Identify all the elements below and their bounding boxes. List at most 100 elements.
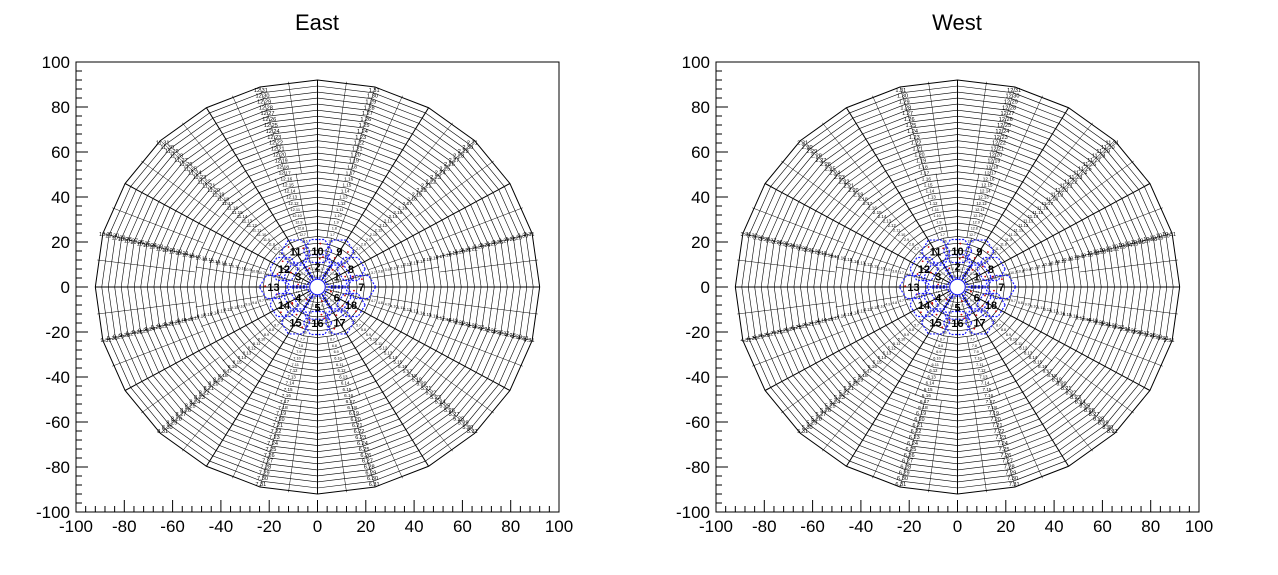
radial-line bbox=[297, 419, 299, 426]
radial-line bbox=[936, 233, 940, 240]
cell-label: 3.24 bbox=[784, 243, 795, 249]
radial-line bbox=[976, 387, 979, 395]
radial-line bbox=[336, 141, 339, 149]
radial-line bbox=[892, 427, 896, 434]
radial-line bbox=[876, 273, 884, 276]
radial-line bbox=[248, 176, 253, 183]
radial-line bbox=[997, 139, 1001, 146]
radial-line bbox=[1013, 481, 1016, 488]
radial-line bbox=[181, 270, 189, 272]
cell-label: 12.23 bbox=[267, 135, 281, 141]
x-tick-label: -60 bbox=[800, 517, 825, 536]
radial-line bbox=[1096, 340, 1103, 344]
radial-line bbox=[872, 348, 879, 354]
radial-line bbox=[453, 269, 461, 271]
radial-line bbox=[299, 407, 301, 414]
radial-line bbox=[404, 368, 410, 374]
radial-line bbox=[919, 342, 924, 349]
radial-line bbox=[976, 179, 979, 187]
radial-line bbox=[979, 123, 981, 130]
radial-line bbox=[220, 317, 227, 321]
radial-line bbox=[1052, 232, 1059, 237]
radial-line bbox=[860, 317, 867, 321]
radial-line bbox=[177, 383, 183, 388]
radial-line bbox=[977, 135, 980, 142]
radial-line bbox=[1067, 324, 1074, 327]
radial-line bbox=[1048, 253, 1055, 257]
radial-line bbox=[849, 412, 855, 418]
cell-label: 5.14 bbox=[878, 355, 887, 360]
x-tick-label: -60 bbox=[160, 517, 185, 536]
radial-line bbox=[752, 363, 759, 367]
radial-line bbox=[871, 418, 877, 425]
radial-line bbox=[290, 468, 293, 475]
radial-line bbox=[916, 264, 924, 269]
radial-line bbox=[310, 264, 314, 273]
radial-line bbox=[401, 256, 409, 259]
radial-line bbox=[304, 349, 306, 357]
radial-line bbox=[1004, 257, 1011, 263]
radial-line bbox=[976, 419, 978, 426]
radial-line bbox=[178, 338, 185, 341]
radial-line bbox=[882, 203, 887, 209]
radial-line bbox=[1138, 214, 1145, 218]
cell-label: 1.26 bbox=[904, 117, 915, 123]
radial-line bbox=[361, 358, 367, 366]
radial-line bbox=[504, 183, 511, 187]
radial-line bbox=[1156, 363, 1163, 367]
cell-label: 3.24 bbox=[480, 243, 491, 249]
radial-line bbox=[397, 101, 401, 107]
radial-line bbox=[1132, 381, 1139, 385]
radial-line bbox=[1109, 140, 1115, 146]
cell-label: 12.30 bbox=[256, 94, 270, 100]
radial-line bbox=[396, 383, 402, 389]
cell-label: 11.27 bbox=[1087, 158, 1101, 164]
radial-line bbox=[254, 237, 260, 242]
radial-line bbox=[982, 462, 984, 469]
radial-line bbox=[1031, 298, 1039, 301]
radial-line bbox=[232, 472, 236, 479]
y-tick-label: 60 bbox=[691, 143, 710, 162]
cell-label: 7.24 bbox=[267, 441, 278, 447]
radial-line bbox=[929, 297, 937, 303]
radial-line bbox=[853, 251, 861, 255]
radial-line bbox=[821, 302, 829, 304]
radial-line bbox=[843, 364, 849, 369]
radial-line bbox=[899, 241, 906, 247]
radial-line bbox=[436, 255, 444, 258]
radial-line bbox=[436, 136, 442, 143]
cell-label: 2.20 bbox=[416, 188, 426, 194]
radial-line bbox=[277, 242, 283, 249]
cell-label: 8.21 bbox=[204, 386, 214, 392]
radial-line bbox=[965, 300, 971, 308]
radial-line bbox=[458, 207, 466, 212]
radial-line bbox=[418, 341, 425, 346]
radial-line bbox=[282, 231, 288, 238]
radial-line bbox=[246, 262, 254, 266]
radial-line bbox=[182, 379, 188, 384]
radial-line bbox=[813, 153, 819, 158]
radial-line bbox=[818, 338, 825, 341]
radial-line bbox=[921, 196, 925, 203]
radial-line bbox=[915, 220, 921, 227]
radial-line bbox=[936, 387, 939, 395]
radial-line bbox=[879, 455, 883, 462]
radial-line bbox=[909, 121, 912, 128]
radial-line bbox=[987, 365, 991, 372]
radial-line bbox=[945, 275, 953, 283]
radial-line bbox=[897, 151, 901, 158]
hex-label: 16 bbox=[311, 318, 323, 330]
cell-label: 9.19 bbox=[1088, 319, 1098, 325]
radial-line bbox=[409, 196, 415, 202]
radial-line bbox=[1077, 398, 1083, 404]
cell-label: 5.8 bbox=[909, 328, 914, 332]
cell-label: 11.19 bbox=[1051, 192, 1064, 198]
radial-line bbox=[801, 394, 808, 399]
radial-line bbox=[172, 250, 179, 253]
hex-marker bbox=[351, 275, 354, 278]
cell-label: 8.21 bbox=[1061, 386, 1071, 392]
cell-label: 7.17 bbox=[986, 399, 996, 405]
radial-line bbox=[292, 456, 294, 463]
radial-line bbox=[904, 311, 911, 317]
radial-line bbox=[291, 462, 293, 469]
